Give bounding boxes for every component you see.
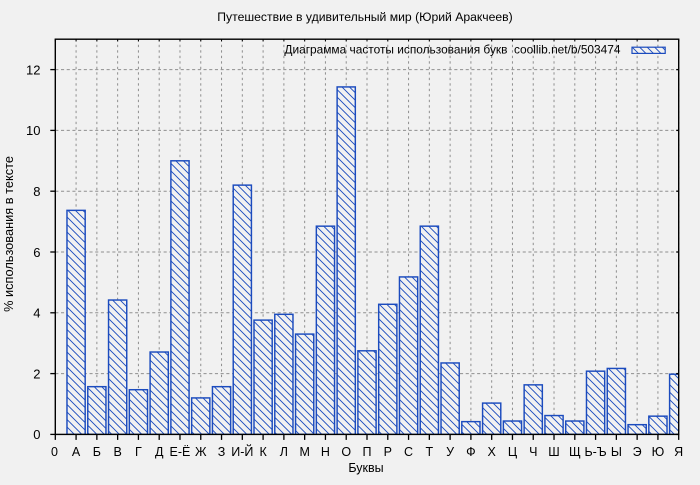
svg-text:4: 4: [33, 306, 40, 321]
svg-text:В: В: [113, 445, 121, 459]
svg-text:Путешествие в удивительный мир: Путешествие в удивительный мир (Юрий Ара…: [217, 10, 512, 24]
svg-text:Э: Э: [633, 445, 642, 459]
svg-text:10: 10: [26, 123, 40, 138]
svg-text:М: М: [299, 445, 309, 459]
svg-text:0: 0: [51, 445, 58, 459]
svg-text:Буквы: Буквы: [348, 461, 383, 475]
svg-text:Ч: Ч: [529, 445, 537, 459]
svg-text:Ш: Ш: [548, 445, 559, 459]
svg-text:Щ: Щ: [569, 445, 581, 459]
svg-text:Диаграмма частоты использовани: Диаграмма частоты использования букв coo…: [284, 43, 620, 57]
svg-text:З: З: [218, 445, 226, 459]
svg-text:О: О: [341, 445, 351, 459]
svg-text:% использования в тексте: % использования в тексте: [1, 156, 16, 312]
svg-text:Р: Р: [384, 445, 392, 459]
svg-text:Д: Д: [155, 445, 164, 459]
svg-text:Ю: Ю: [652, 445, 665, 459]
svg-text:Т: Т: [426, 445, 434, 459]
svg-text:А: А: [72, 445, 81, 459]
svg-text:Я: Я: [674, 445, 683, 459]
svg-text:У: У: [446, 445, 454, 459]
svg-text:12: 12: [26, 62, 40, 77]
svg-text:0: 0: [33, 427, 40, 442]
svg-text:Х: Х: [488, 445, 497, 459]
svg-text:Г: Г: [135, 445, 142, 459]
svg-text:Ы: Ы: [611, 445, 622, 459]
svg-text:П: П: [363, 445, 372, 459]
svg-text:Е-Ё: Е-Ё: [170, 445, 191, 459]
svg-text:Л: Л: [280, 445, 288, 459]
svg-text:И-Й: И-Й: [231, 444, 253, 459]
svg-text:С: С: [404, 445, 413, 459]
svg-text:Ж: Ж: [195, 445, 207, 459]
svg-text:Ф: Ф: [466, 445, 476, 459]
svg-text:Ц: Ц: [508, 445, 518, 459]
svg-text:Н: Н: [321, 445, 330, 459]
svg-text:Ь-Ъ: Ь-Ъ: [584, 445, 606, 459]
svg-text:8: 8: [33, 184, 40, 199]
svg-text:6: 6: [33, 245, 40, 260]
svg-text:К: К: [259, 445, 267, 459]
svg-text:Б: Б: [93, 445, 101, 459]
svg-text:2: 2: [33, 366, 40, 381]
